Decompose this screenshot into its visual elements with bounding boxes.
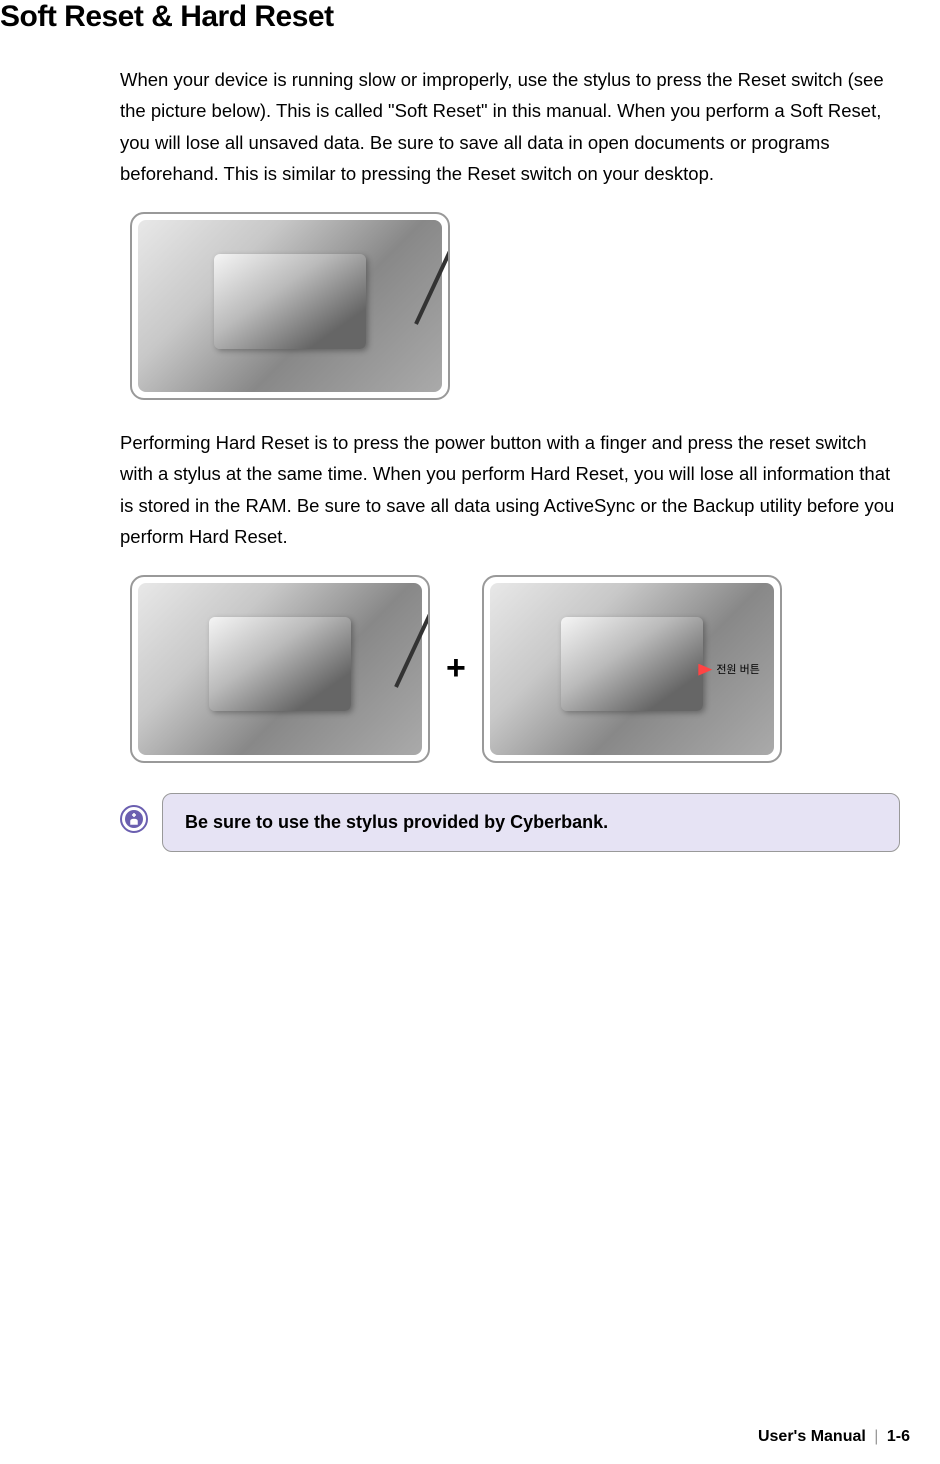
power-button-label: 전원 버튼 [698, 661, 760, 677]
figure-soft-reset [130, 212, 910, 405]
plus-icon: + [446, 649, 466, 688]
paragraph-soft-reset: When your device is running slow or impr… [120, 64, 900, 190]
footer-manual-label: User's Manual [758, 1428, 866, 1445]
device-image [138, 220, 442, 392]
device-image [138, 583, 422, 755]
figure-hard-reset: + 전원 버튼 [130, 575, 910, 763]
device-illustration-soft-reset [130, 212, 450, 400]
info-note-text: Be sure to use the stylus provided by Cy… [162, 793, 900, 852]
paragraph-hard-reset: Performing Hard Reset is to press the po… [120, 427, 900, 553]
page-title: Soft Reset & Hard Reset [0, 0, 910, 34]
device-illustration-power-press: 전원 버튼 [482, 575, 782, 763]
info-note-container: Be sure to use the stylus provided by Cy… [120, 793, 900, 852]
page-footer: User's Manual | 1-6 [758, 1428, 910, 1446]
info-icon [120, 805, 148, 833]
footer-separator: | [874, 1428, 878, 1445]
footer-page-number: 1-6 [887, 1428, 910, 1445]
device-illustration-reset-press [130, 575, 430, 763]
